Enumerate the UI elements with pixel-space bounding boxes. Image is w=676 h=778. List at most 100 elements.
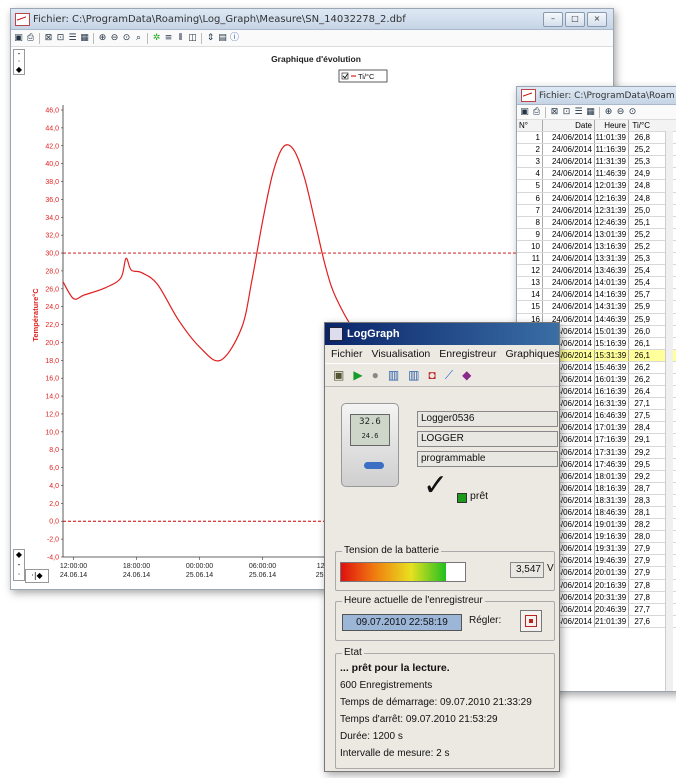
table-cell: 26,1	[634, 350, 650, 360]
minimize-button[interactable]: –	[543, 12, 563, 27]
zoom-in-icon[interactable]: ⊕	[604, 106, 613, 117]
table-cell: 24/06/2014	[543, 349, 595, 361]
table-row[interactable]: 11 24/06/2014 13:31:39 25,3	[517, 253, 676, 266]
table-row[interactable]: 5 24/06/2014 12:01:39 24,8	[517, 180, 676, 193]
menu-visualisation[interactable]: Visualisation	[371, 348, 431, 360]
device-icon[interactable]: ▣	[333, 368, 345, 382]
zoom-reset-icon[interactable]: ⌕	[135, 32, 142, 43]
read-logger-icon[interactable]: ▥	[387, 368, 400, 382]
zoom-out-icon[interactable]: ⊖	[616, 106, 625, 117]
scale-x-icon[interactable]: ⊠	[550, 106, 559, 117]
close-button[interactable]: ×	[587, 12, 607, 27]
table-row[interactable]: 6 24/06/2014 12:16:39 24,8	[517, 192, 676, 205]
table-cell: 15:16:39	[595, 337, 629, 349]
table-cell: 29,2	[634, 447, 650, 457]
x-scroll-right[interactable]: ·|◆	[25, 569, 49, 583]
logger-device-image: 32.6 24.6	[341, 403, 399, 487]
scale-y-icon[interactable]: ⊡	[562, 106, 571, 117]
clock-settings-icon[interactable]: ◘	[428, 368, 436, 382]
table-cell: 19:31:39	[595, 543, 629, 555]
legend-checkbox[interactable]	[341, 72, 349, 80]
table-icon[interactable]: ▦	[586, 106, 595, 117]
table-cell: 25,9	[634, 314, 650, 324]
state-duration: Durée: 1200 s	[340, 731, 403, 742]
zoom-fit-icon[interactable]: ⊙	[628, 106, 637, 117]
grid-icon[interactable]: ☰	[574, 106, 583, 117]
columns-icon[interactable]: ⦀	[178, 32, 183, 43]
table-row[interactable]: 14 24/06/2014 14:16:39 25,7	[517, 289, 676, 302]
table-row[interactable]: 13 24/06/2014 14:01:39 25,4	[517, 277, 676, 290]
clock-settings-icon	[525, 615, 537, 627]
book-icon[interactable]: ◆	[462, 368, 472, 382]
save-icon[interactable]: ▣	[14, 32, 23, 43]
table-cell: 18:01:39	[595, 470, 629, 482]
maximize-button[interactable]: □	[565, 12, 585, 27]
scale-x-icon[interactable]: ⊠	[44, 32, 53, 43]
y-scroll-handle-top[interactable]: - · ◆	[13, 49, 25, 75]
table-row[interactable]: 12 24/06/2014 13:46:39 25,4	[517, 265, 676, 278]
y-tick-label: 10,0	[45, 429, 59, 436]
set-clock-button[interactable]	[520, 610, 542, 632]
table-row[interactable]: 1 24/06/2014 11:01:39 26,8	[517, 132, 676, 145]
loggraph-app-icon	[329, 327, 343, 341]
table-cell: 24/06/2014	[543, 156, 595, 168]
menu-enregistreur[interactable]: Enregistreur	[439, 348, 497, 360]
table-row[interactable]: 10 24/06/2014 13:16:39 25,2	[517, 240, 676, 254]
table-cell: 24/06/2014	[543, 228, 595, 240]
zoom-in-icon[interactable]: ⊕	[98, 32, 107, 43]
table-row[interactable]: 8 24/06/2014 12:46:39 25,1	[517, 216, 676, 229]
table-row[interactable]: 16 24/06/2014 14:46:39 25,9	[517, 313, 676, 326]
menu-graphiques[interactable]: Graphiques	[505, 348, 560, 360]
table-cell: 17:31:39	[595, 446, 629, 458]
zoom-out-icon[interactable]: ⊖	[110, 32, 119, 43]
table-cell: 24/06/2014	[543, 434, 595, 446]
y-tick-label: 16,0	[45, 376, 59, 383]
table-row[interactable]: 15 24/06/2014 14:31:39 25,9	[517, 301, 676, 314]
zoom-fit-icon[interactable]: ⊙	[122, 32, 131, 43]
info-icon[interactable]: ⓘ	[229, 32, 239, 43]
col-header-date[interactable]: Date	[543, 120, 595, 132]
sort-icon[interactable]: ⇕	[206, 32, 215, 43]
y-tick-label: 38,0	[45, 179, 59, 186]
battery-unit: V	[547, 563, 554, 574]
table-row[interactable]: 9 24/06/2014 13:01:39 25,2	[517, 228, 676, 241]
print-icon[interactable]: ⎙	[26, 32, 35, 43]
record-icon[interactable]: ●	[371, 368, 379, 382]
program-logger-icon[interactable]: ▥	[408, 368, 420, 382]
list-icon[interactable]: ▤	[218, 32, 227, 43]
table-cell: 24/06/2014	[543, 519, 595, 531]
table-icon[interactable]: ▦	[80, 32, 89, 43]
table-cell: 28,7	[634, 483, 650, 493]
table-cell: 29,1	[634, 435, 650, 445]
device-type-field: LOGGER	[417, 431, 558, 447]
play-icon[interactable]: ▶	[353, 368, 363, 382]
print-icon[interactable]: ⎙	[532, 106, 541, 117]
graph-window-titlebar[interactable]: Fichier: C:\ProgramData\Roaming\Log_Grap…	[11, 9, 613, 30]
y-tick-label: 26,0	[45, 286, 59, 293]
col-header-number[interactable]: N°	[517, 120, 543, 132]
x-scroll-handle[interactable]: ◆ - ·	[13, 549, 25, 581]
menu-fichier[interactable]: Fichier	[331, 348, 363, 360]
table-cell: 14:46:39	[595, 313, 629, 325]
table-row[interactable]: 7 24/06/2014 12:31:39 25,0	[517, 204, 676, 217]
table-cell: 25,3	[634, 157, 650, 167]
table-scrollbar[interactable]	[665, 131, 673, 691]
window-icon[interactable]: ◫	[188, 32, 197, 43]
col-header-time[interactable]: Heure	[595, 120, 629, 132]
table-cell: 15	[517, 301, 543, 313]
col-header-temperature[interactable]: Ti/°C	[632, 121, 650, 130]
save-icon[interactable]: ▣	[520, 106, 529, 117]
grid-icon[interactable]: ☰	[68, 32, 77, 43]
y-tick-label: 24,0	[45, 304, 59, 311]
marker-icon[interactable]: ✲	[152, 32, 161, 43]
table-row[interactable]: 4 24/06/2014 11:46:39 24,9	[517, 168, 676, 181]
table-row[interactable]: 3 24/06/2014 11:31:39 25,3	[517, 156, 676, 169]
table-cell: 24/06/2014	[543, 482, 595, 494]
scale-y-icon[interactable]: ⊡	[56, 32, 65, 43]
table-row[interactable]: 2 24/06/2014 11:16:39 25,2	[517, 144, 676, 157]
loggraph-titlebar[interactable]: LogGraph	[325, 323, 559, 345]
lines-icon[interactable]: ≡	[164, 32, 173, 43]
graph-icon[interactable]: ⟋	[444, 367, 454, 382]
table-toolbar: ▣ ⎙ ⊠ ⊡ ☰ ▦ ⊕ ⊖ ⊙	[517, 105, 676, 120]
table-window-titlebar[interactable]: Fichier: C:\ProgramData\Roam	[517, 87, 676, 105]
